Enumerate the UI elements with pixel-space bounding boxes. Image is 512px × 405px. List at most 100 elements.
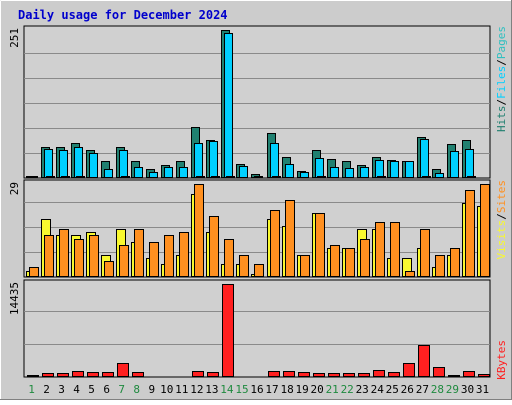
bar-sites-day-3 [59,229,69,277]
bar-kbytes-day-4 [72,371,84,377]
bar-sites-day-30 [465,190,475,277]
bar-kbytes-day-22 [343,373,355,377]
day-label: 13 [205,383,218,396]
bar-files-day-25 [390,161,399,178]
bar-sites-day-24 [375,222,385,277]
bar-files-day-3 [59,150,68,178]
bar-kbytes-day-1 [27,375,39,377]
day-label: 9 [148,383,155,396]
day-label: 4 [73,383,80,396]
bar-sites-day-8 [134,229,144,277]
chart-panels: 251 29 14435 [8,25,491,378]
bar-kbytes-day-14 [222,284,234,377]
day-label: 20 [310,383,323,396]
bar-kbytes-day-5 [87,372,99,377]
bar-pages-day-7 [121,176,130,178]
bar-sites-day-6 [104,261,114,277]
day-label: 27 [416,383,429,396]
bar-files-day-16 [254,176,263,178]
day-label: 28 [431,383,444,396]
panel-kbytes-frame [23,279,491,378]
bar-sites-day-5 [89,235,99,277]
bar-sites-day-28 [435,255,445,277]
day-axis-labels: 1 2 3 4 5 6 7 8 9 10 11 12 13 14 15 16 17 18 19 20 21 22 23 24 2… [28,383,489,396]
bar-files-day-28 [435,173,444,178]
bar-sites-day-26 [405,271,415,277]
day-label: 21 [326,383,339,396]
bar-files-day-5 [89,153,98,178]
bar-kbytes-day-29 [448,375,460,377]
bar-files-day-27 [420,139,429,178]
bar-kbytes-day-24 [373,370,385,377]
legend-entry: Pages [495,26,508,59]
day-label: 26 [401,383,414,396]
legend-entry: / [495,99,508,106]
bar-sites-day-20 [315,213,325,277]
bar-pages-day-4 [76,176,85,178]
bar-sites-day-21 [330,245,340,277]
bar-sites-day-16 [254,264,264,277]
bar-pages-day-2 [46,176,55,178]
bar-files-day-13 [209,141,218,178]
day-label: 24 [371,383,385,396]
bar-files-day-4 [74,147,83,178]
bar-kbytes-day-20 [313,373,325,377]
day-label: 11 [175,383,188,396]
bar-sites-day-15 [239,255,249,277]
bar-sites-day-18 [285,200,295,277]
bar-pages-day-20 [317,176,326,178]
bar-sites-day-2 [44,235,54,277]
bar-kbytes-day-18 [283,371,295,377]
day-label: 6 [103,383,110,396]
series-kbytes [27,284,490,377]
bar-files-day-22 [345,168,354,178]
legend-entry: Sites [495,180,508,213]
legend-entry: Files [495,66,508,99]
bar-sites-day-25 [390,222,400,277]
bar-pages-day-27 [422,176,431,178]
bar-pages-day-12 [196,176,205,178]
day-label: 16 [250,383,263,396]
bar-sites-day-23 [360,239,370,277]
bar-sites-day-9 [149,242,159,277]
bar-sites-day-22 [345,248,355,277]
bar-kbytes-day-17 [268,371,280,377]
day-label: 19 [295,383,308,396]
bar-sites-day-14 [224,239,234,277]
bar-files-day-12 [194,143,203,178]
day-label: 10 [160,383,173,396]
bar-files-day-11 [179,167,188,178]
day-label: 1 [28,383,35,396]
day-label: 2 [43,383,50,396]
bar-kbytes-day-30 [463,371,475,377]
bar-pages-day-3 [61,176,70,178]
panel-visits: 29 [8,179,491,278]
bar-files-day-8 [134,167,143,178]
bar-files-day-21 [330,167,339,178]
panel-hits-max-label: 251 [8,28,21,48]
bar-sites-day-7 [119,245,129,277]
panel-hits: 251 [8,25,491,179]
legend-entry: Hits [495,106,508,133]
bar-sites-day-4 [74,239,84,277]
bar-files-day-24 [375,160,384,178]
bar-files-day-19 [300,172,309,178]
panel-kbytes-max-label: 14435 [8,282,21,315]
series-sites [29,184,490,277]
day-label: 25 [386,383,399,396]
bar-pages-day-17 [272,176,281,178]
day-label: 17 [265,383,278,396]
bar-files-day-17 [270,143,279,178]
bar-sites-day-29 [450,248,460,277]
bar-files-day-10 [164,167,173,178]
legend-1: Visits/Sites [495,180,508,260]
day-label: 15 [235,383,248,396]
day-label: 3 [58,383,65,396]
bar-kbytes-day-7 [117,363,129,377]
day-label: 7 [118,383,125,396]
legend-entry: Visits [495,220,508,260]
day-label: 29 [446,383,459,396]
legend-entry: KBytes [495,340,508,380]
